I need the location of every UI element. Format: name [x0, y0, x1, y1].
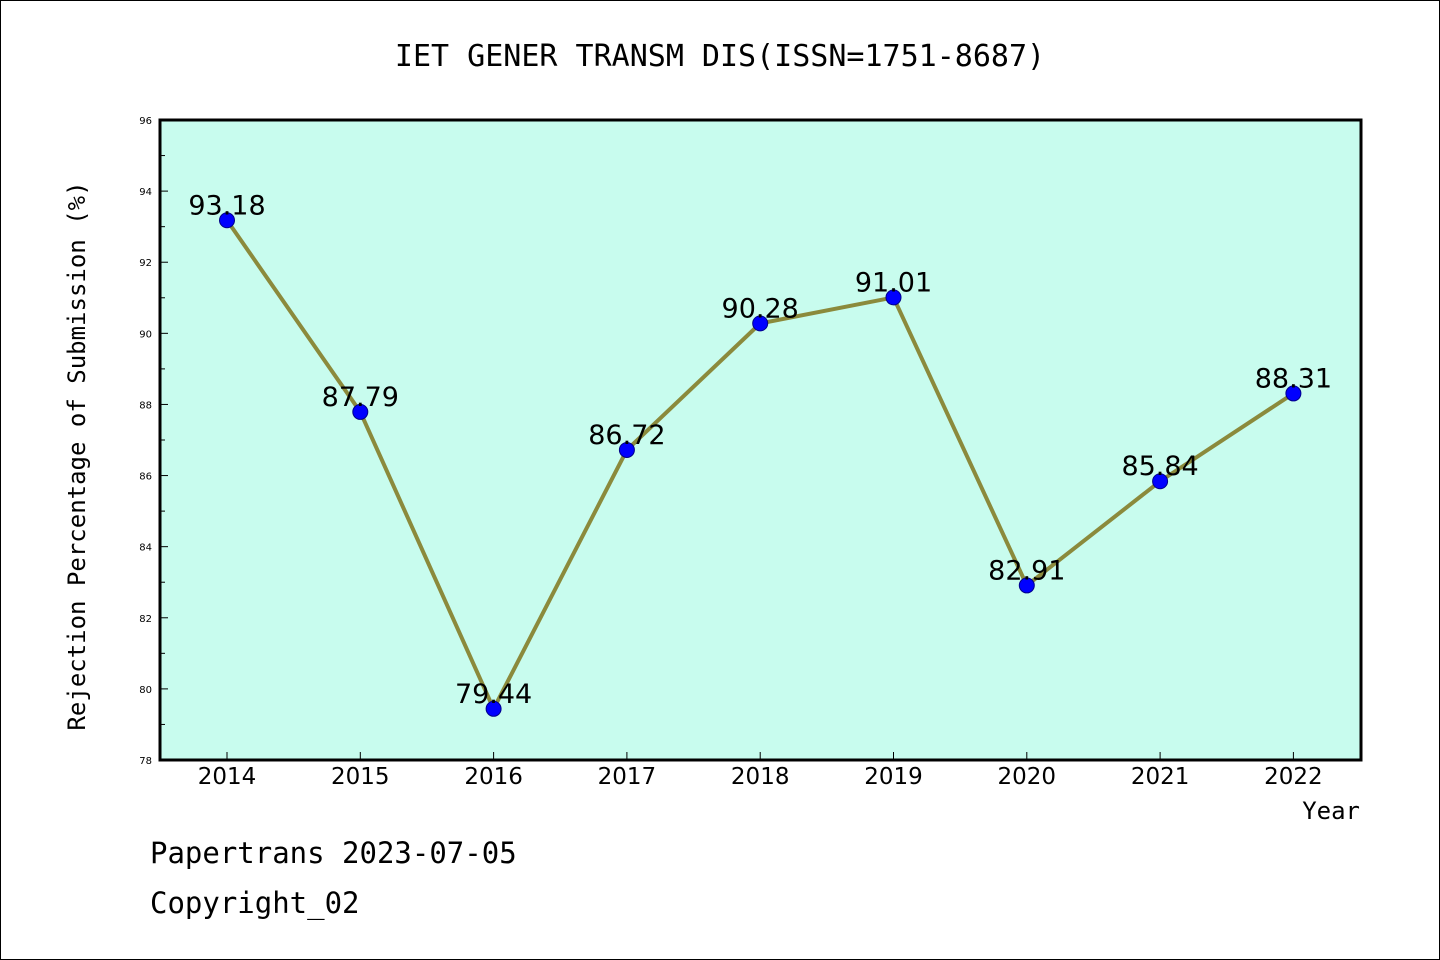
data-point	[885, 289, 902, 306]
data-point	[485, 700, 502, 717]
y-tick-label: 94	[139, 187, 152, 198]
x-tick-label: 2014	[198, 764, 257, 790]
x-tick-label: 2022	[1264, 764, 1323, 790]
x-tick-label: 2017	[598, 764, 657, 790]
data-point	[752, 315, 769, 332]
data-point	[352, 403, 369, 420]
y-tick-label: 80	[139, 685, 152, 696]
y-tick-label: 96	[139, 116, 152, 127]
plot-area	[158, 118, 1363, 762]
data-label: 90.28	[722, 293, 799, 324]
data-label: 93.18	[188, 190, 265, 221]
footer-copyright: Copyright_02	[150, 886, 360, 920]
data-label: 79.44	[455, 679, 532, 710]
y-tick-label: 92	[139, 258, 152, 269]
data-label: 85.84	[1121, 451, 1198, 482]
x-tick-label: 2020	[998, 764, 1057, 790]
data-label: 86.72	[588, 420, 665, 451]
data-label: 82.91	[988, 555, 1065, 586]
data-label: 91.01	[855, 267, 932, 298]
x-axis-label: Year	[1302, 797, 1360, 825]
data-label: 88.31	[1255, 363, 1332, 394]
data-point	[1018, 577, 1035, 594]
y-tick-label: 88	[139, 400, 152, 411]
y-tick-label: 90	[139, 329, 152, 340]
axis-ticks: 78 80 82 84 86 88 90 92 94 96 2014 2015 2016 2017 2018…	[139, 116, 1322, 790]
x-tick-label: 2021	[1131, 764, 1190, 790]
data-point	[219, 212, 235, 229]
y-axis-label: Rejection Percentage of Submission (%)	[63, 181, 91, 730]
y-tick-label: 78	[139, 756, 152, 767]
x-tick-label: 2019	[864, 764, 923, 790]
x-tick-label: 2016	[464, 764, 523, 790]
data-point	[618, 441, 635, 458]
chart-title: IET GENER TRANSM DIS(ISSN=1751-8687)	[395, 39, 1045, 74]
x-tick-label: 2018	[731, 764, 790, 790]
y-tick-label: 86	[139, 472, 152, 483]
data-point	[1152, 473, 1169, 490]
data-labels: 93.18 87.79 79.44 86.72 90.28 91.01 82.91 85.84…	[188, 190, 1332, 710]
data-point	[1285, 385, 1302, 402]
data-label: 87.79	[322, 382, 399, 413]
y-tick-label: 84	[139, 543, 152, 554]
series	[219, 212, 1302, 717]
x-tick-label: 2015	[331, 764, 390, 790]
y-tick-label: 82	[139, 614, 152, 625]
footer-date: Papertrans 2023-07-05	[150, 836, 517, 870]
